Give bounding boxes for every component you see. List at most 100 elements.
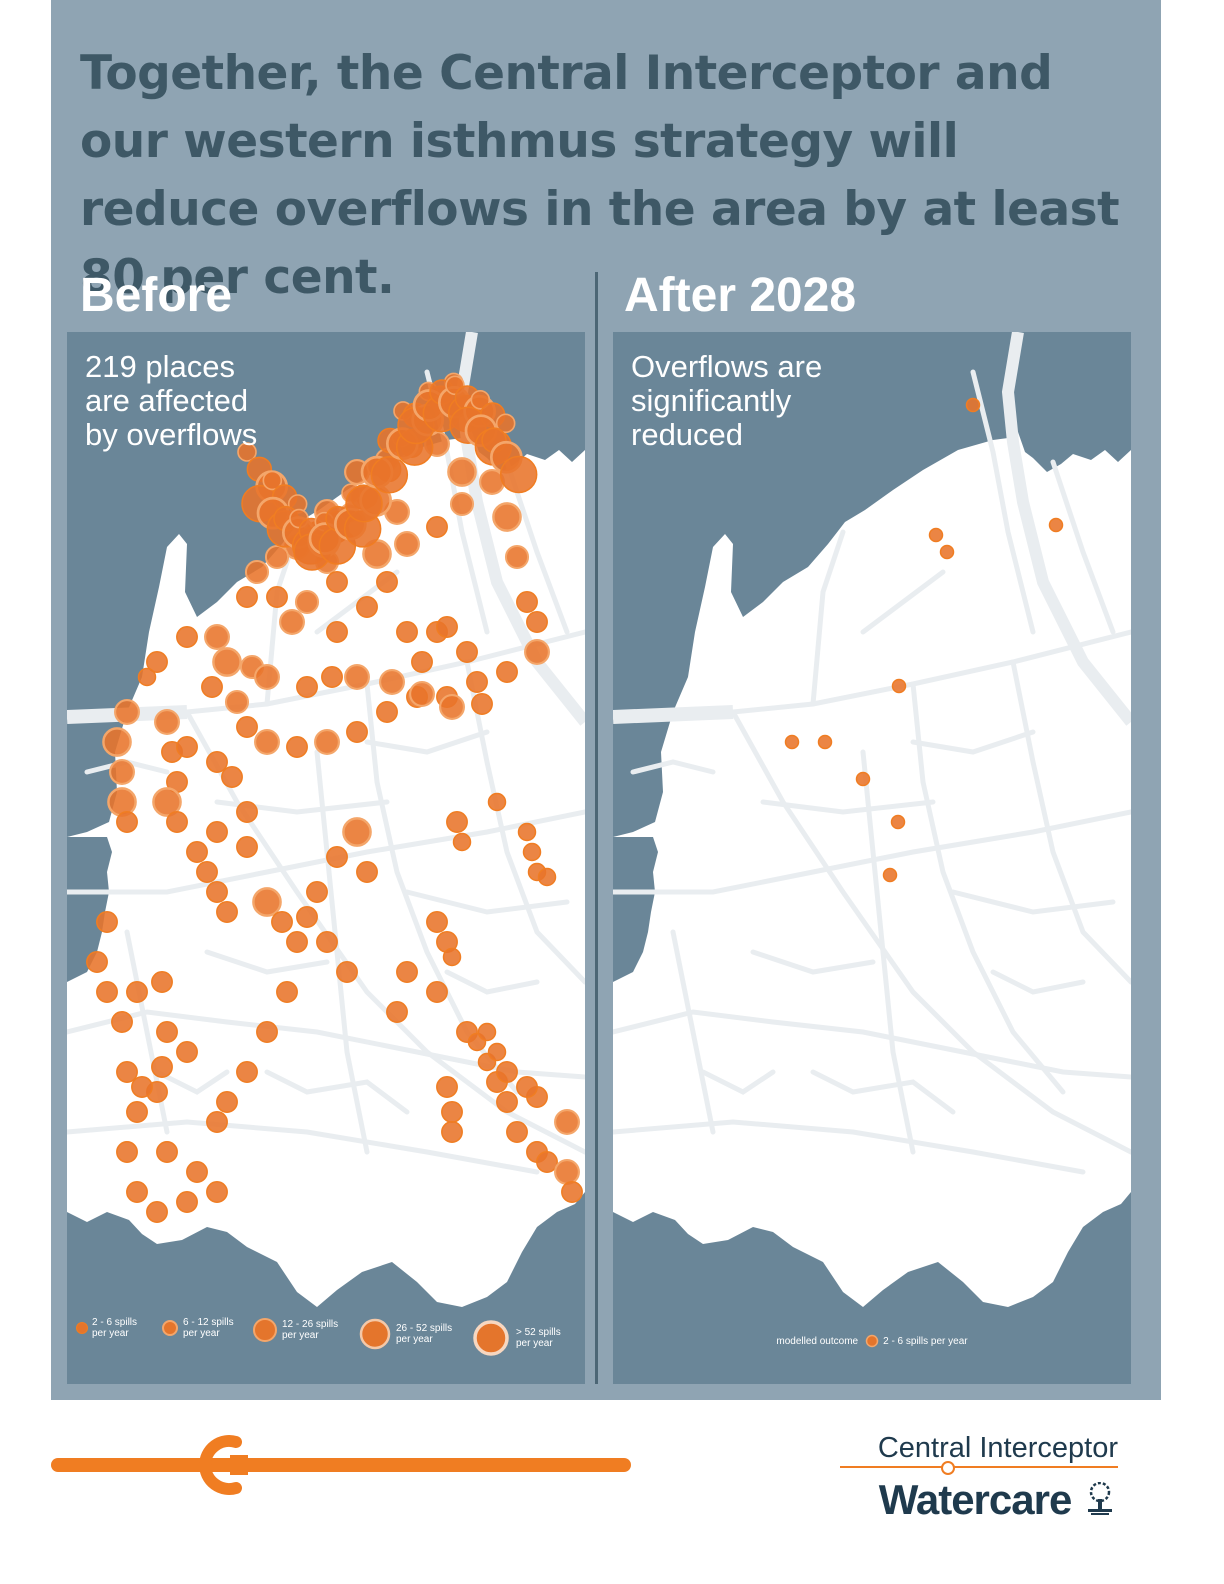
overflow-marker: [296, 906, 318, 928]
overflow-marker: [279, 609, 305, 635]
overflow-marker: [517, 822, 537, 842]
overflow-marker: [176, 1191, 198, 1213]
road: [810, 1069, 956, 1115]
after-label: After 2028: [624, 269, 857, 322]
overflow-marker: [554, 1159, 580, 1185]
overflow-marker: [294, 589, 320, 615]
overflow-marker: [244, 559, 270, 585]
caption-line: Overflows are: [631, 349, 823, 384]
overflow-marker: [264, 544, 290, 570]
overflow-marker: [201, 676, 223, 698]
column-divider: [595, 272, 598, 1384]
legend-line: 2 - 6 spills: [92, 1317, 138, 1328]
overflow-marker: [504, 544, 530, 570]
water-area: [67, 1192, 585, 1384]
overflow-markers: [784, 397, 1064, 883]
headline: Together, the Central Interceptor and ou…: [80, 46, 1120, 305]
overflow-marker: [379, 669, 405, 695]
overflow-marker: [370, 456, 409, 494]
road: [67, 809, 585, 895]
after-caption: Overflows are significantly reduced: [631, 350, 822, 452]
overflow-marker: [254, 664, 280, 690]
legend-line: per year: [183, 1328, 220, 1339]
legend-line: per year: [396, 1334, 433, 1345]
overflow-marker: [216, 1091, 238, 1113]
road: [67, 1119, 540, 1175]
road: [1050, 459, 1116, 635]
overflow-marker: [212, 647, 242, 677]
overflow-marker: [516, 1076, 538, 1098]
legend-note: modelled outcome: [776, 1335, 859, 1347]
road: [700, 1069, 776, 1095]
overflow-marker: [114, 699, 140, 725]
overflow-marker: [499, 455, 538, 494]
road: [264, 1069, 410, 1115]
legend-item: 12 - 26 spills per year: [251, 1316, 338, 1344]
overflow-marker: [116, 1061, 138, 1083]
overflow-marker: [286, 736, 308, 758]
road: [910, 681, 1066, 1095]
overflow-marker: [386, 1001, 408, 1023]
caption-line: 219 places: [85, 349, 235, 384]
overflow-marker: [126, 1101, 148, 1123]
overflow-marker: [441, 1121, 463, 1143]
overflow-marker: [156, 1141, 178, 1163]
overflow-marker: [452, 832, 472, 852]
overflow-marker: [254, 729, 280, 755]
legend-line: 6 - 12 spills: [183, 1317, 234, 1328]
legend-item: 2 - 6 spills per year: [75, 1316, 137, 1340]
road: [860, 569, 946, 635]
overflow-marker: [137, 667, 157, 687]
road: [613, 1009, 1131, 1080]
overflow-marker: [314, 729, 340, 755]
overflow-marker: [522, 842, 542, 862]
pipe-graphic: [51, 1435, 631, 1495]
before-caption: 219 places are affected by overflows: [85, 350, 257, 452]
overflow-marker: [236, 586, 258, 608]
brand-block: Central Interceptor Watercare: [838, 1432, 1118, 1523]
overflow-marker: [1048, 517, 1064, 533]
legend-item: 6 - 12 spills per year: [160, 1316, 234, 1340]
legend-item: 26 - 52 spills per year: [357, 1316, 452, 1352]
overflow-marker: [196, 861, 218, 883]
brand-company: Watercare: [879, 1476, 1118, 1524]
overflow-marker: [176, 1041, 198, 1063]
overflow-marker: [109, 759, 135, 785]
overflow-marker: [186, 841, 208, 863]
road: [910, 729, 1036, 755]
circle-size-2-icon: [162, 1320, 178, 1336]
overflow-marker: [939, 544, 955, 560]
road: [990, 969, 1086, 995]
overflow-marker: [316, 931, 338, 953]
road-network: [613, 332, 1131, 1175]
overflow-marker: [276, 981, 298, 1003]
road: [364, 729, 490, 755]
overflow-marker: [536, 1151, 558, 1173]
before-label: Before: [80, 269, 233, 322]
legend-line: 12 - 26 spills: [282, 1319, 339, 1330]
circle-size-3-icon: [253, 1318, 277, 1342]
overflow-marker: [891, 678, 907, 694]
overflow-marker: [296, 676, 318, 698]
overflow-marker: [456, 641, 478, 663]
overflow-marker: [236, 836, 258, 858]
overflow-marker: [426, 911, 448, 933]
overflow-marker: [224, 689, 250, 715]
overflow-marker: [356, 596, 378, 618]
legend-line: per year: [516, 1338, 553, 1349]
overflow-marker: [356, 861, 378, 883]
water-area: [613, 1192, 1131, 1384]
overflow-marker: [506, 1121, 528, 1143]
overflow-marker: [446, 811, 468, 833]
overflow-marker: [256, 1021, 278, 1043]
overflow-marker: [882, 867, 898, 883]
road: [670, 929, 716, 1135]
overflow-marker: [176, 626, 198, 648]
overflow-marker: [102, 727, 132, 757]
overflow-marker: [96, 911, 118, 933]
overflow-marker: [116, 811, 138, 833]
water-area: [67, 332, 585, 837]
overflow-marker: [537, 867, 557, 887]
overflow-marker: [376, 701, 398, 723]
overflow-marker: [146, 651, 168, 673]
